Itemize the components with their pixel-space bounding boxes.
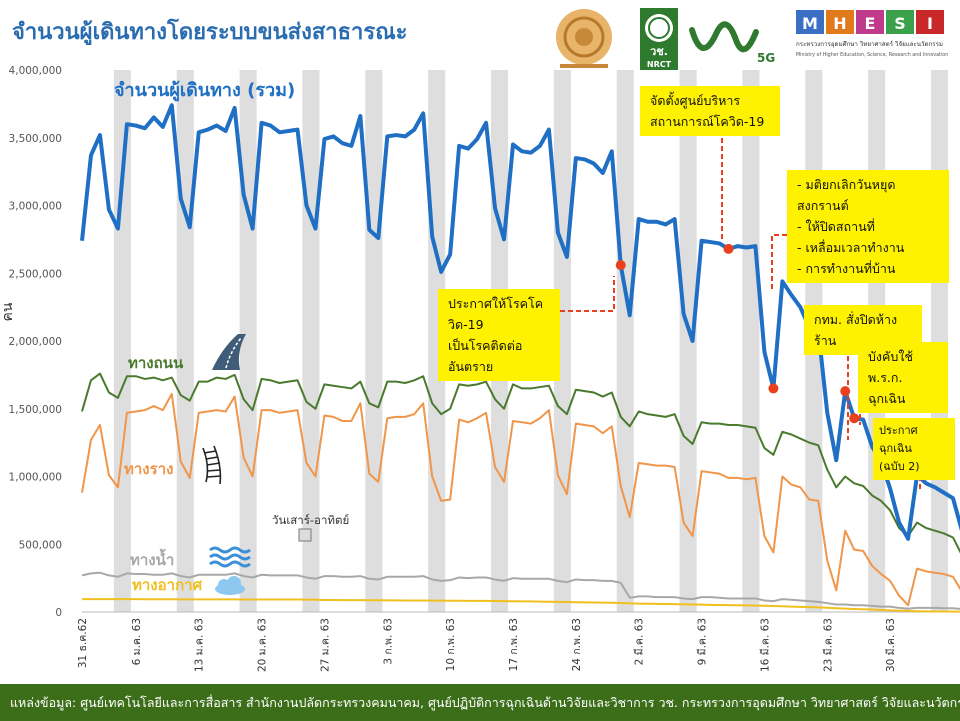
water-series-label: ทางน้ำ [130, 548, 174, 569]
page-title: จำนวนผู้เดินทางโดยระบบขนส่งสาธารณะ [12, 20, 408, 45]
y-tick-label: 2,000,000 [9, 336, 62, 348]
nrct-logo: วช. NRCT [640, 8, 678, 70]
callout-line: เป็นโรคติดต่ออันตราย [448, 338, 523, 374]
callout-line: ประกาศฉุกเฉิน [879, 424, 918, 455]
callout-line: ประกาศให้โรคโควิด-19 [448, 296, 544, 332]
callout-emergency-decree: บังคับใช้ พ.ร.ก. ฉุกเฉิน [858, 342, 948, 413]
x-tick-label: 24 ก.พ. 63 [571, 618, 583, 671]
source-footer: แหล่งข้อมูล: ศูนย์เทคโนโลยีและการสื่อสาร… [0, 684, 960, 721]
callout-declare-dangerous-disease: ประกาศให้โรคโควิด-19 เป็นโรคติดต่ออันตรา… [438, 289, 560, 381]
svg-text:NRCT: NRCT [647, 60, 672, 69]
weekend-legend-label: วันเสาร์-อาทิตย์ [272, 513, 349, 527]
weekend-band [742, 70, 760, 612]
y-tick-label: 2,500,000 [9, 268, 62, 280]
x-tick-label: 3 ก.พ. 63 [382, 618, 394, 665]
callout-line: - การทำงานที่บ้าน [797, 261, 896, 276]
callout-line: - ให้ปิดสถานที่ [797, 219, 875, 234]
x-tick-label: 17 ก.พ. 63 [508, 618, 520, 671]
svg-text:S: S [894, 14, 906, 33]
svg-text:วช.: วช. [650, 45, 668, 58]
connector-measures [771, 234, 787, 290]
road-series-label: ทางถนน [128, 354, 184, 372]
x-tick-label: 9 มี.ค. 63 [696, 618, 709, 665]
svg-text:H: H [833, 14, 846, 33]
connector-declare [560, 276, 615, 312]
x-tick-label: 2 มี.ค. 63 [633, 618, 646, 665]
x-axis: 31 ธ.ค.62 6 ม.ค. 63 13 ม.ค. 63 20 ม.ค. 63 27… [77, 618, 897, 672]
series-line-road [81, 372, 960, 554]
svg-text:Ministry of Higher Education,: Ministry of Higher Education, Science, R… [796, 52, 948, 58]
weekend-band [176, 70, 194, 612]
x-tick-label: 23 มี.ค. 63 [821, 618, 834, 672]
air-series-label: ทางอากาศ [132, 576, 203, 594]
y-tick-label: 1,000,000 [9, 472, 62, 484]
weekend-band [679, 70, 697, 612]
y-axis-title: คน [0, 302, 16, 321]
y-tick-label: 3,000,000 [9, 201, 62, 213]
fiveg-logo: 5G [689, 21, 775, 65]
x-tick-label: 31 ธ.ค.62 [77, 618, 89, 668]
callout-emergency-announcement-2: ประกาศฉุกเฉิน (ฉบับ 2) [873, 418, 955, 480]
y-tick-label: 0 [55, 607, 62, 619]
event-marker [849, 413, 860, 424]
y-tick-label: 500,000 [19, 539, 62, 551]
svg-text:E: E [865, 14, 876, 33]
svg-text:M: M [802, 14, 818, 33]
event-marker [615, 260, 626, 271]
rail-series-label: ทางราง [124, 460, 173, 478]
callout-line: (ฉบับ 2) [879, 460, 920, 473]
svg-text:กระทรวงการอุดมศึกษา วิทยาศาสตร: กระทรวงการอุดมศึกษา วิทยาศาสตร์ วิจัยและ… [796, 40, 943, 48]
railway-icon [202, 445, 222, 485]
mhesi-logo: M H E S I กระทรวงการอุดมศึกษา วิทยาศาสตร… [796, 10, 948, 58]
ministry-seal-logo [556, 9, 612, 68]
callout-line: บังคับใช้ [868, 349, 913, 364]
weekend-legend-swatch [298, 528, 312, 542]
weekend-band [113, 70, 131, 612]
x-tick-label: 16 มี.ค. 63 [758, 618, 771, 672]
callout-cabinet-measures: - มติยกเลิกวันหยุดสงกรานต์ - ให้ปิดสถานท… [787, 170, 949, 283]
series-line-total [80, 103, 960, 541]
callout-line: สถานการณ์โควิด-19 [650, 114, 765, 129]
x-tick-label: 27 ม.ค. 63 [319, 618, 331, 672]
callout-line: - มติยกเลิกวันหยุดสงกรานต์ [797, 177, 896, 213]
x-tick-label: 13 ม.ค. 63 [194, 618, 206, 672]
event-marker [723, 243, 734, 254]
logo-strip: วช. NRCT 5G M H E S I กระทรวงการอุดมศึกษ… [552, 6, 956, 72]
cloud-icon [215, 576, 245, 595]
y-axis: 0 500,000 1,000,000 1,500,000 2,000,000 2,500… [9, 65, 62, 619]
y-tick-label: 4,000,000 [9, 65, 62, 77]
weekend-band [616, 70, 634, 612]
water-icon [209, 546, 251, 568]
weekend-band [365, 70, 383, 612]
series-lines [80, 103, 960, 613]
svg-text:I: I [927, 14, 933, 33]
total-series-label: จำนวนผู้เดินทาง (รวม) [114, 80, 295, 102]
series-line-water [81, 571, 960, 610]
y-tick-label: 3,500,000 [9, 133, 62, 145]
series-line-air [82, 598, 960, 613]
series-line-rail [81, 392, 960, 607]
callout-line: กทม. สั่งปิดห้างร้าน [814, 312, 898, 348]
callout-line: - เหลื่อมเวลาทำงาน [797, 240, 905, 255]
callout-covid-center: จัดตั้งศูนย์บริหาร สถานการณ์โควิด-19 [640, 86, 780, 136]
svg-text:5G: 5G [757, 51, 775, 65]
x-tick-label: 6 ม.ค. 63 [131, 618, 143, 665]
y-tick-label: 1,500,000 [9, 404, 62, 416]
x-tick-label: 30 มี.ค. 63 [884, 618, 897, 672]
callout-line: จัดตั้งศูนย์บริหาร [650, 93, 741, 108]
x-tick-label: 20 ม.ค. 63 [257, 618, 269, 672]
x-tick-label: 10 ก.พ. 63 [445, 618, 457, 671]
road-icon [212, 334, 246, 370]
callout-line: พ.ร.ก. ฉุกเฉิน [868, 370, 906, 406]
event-marker [768, 383, 779, 394]
